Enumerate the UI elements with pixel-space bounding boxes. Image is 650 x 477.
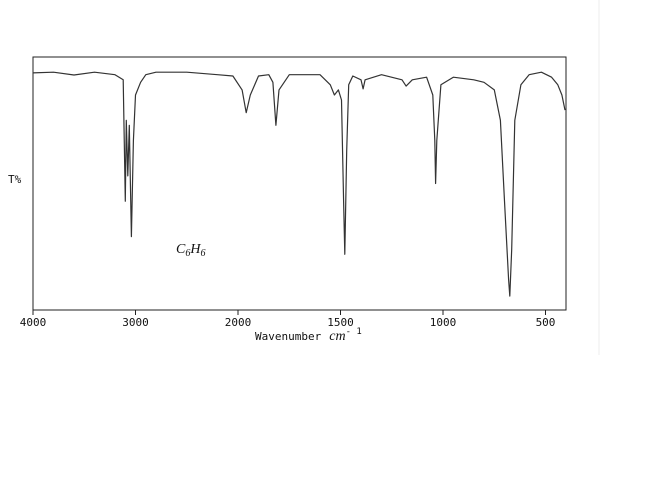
x-tick-label: 3000 [122, 316, 149, 329]
x-unit-exp: - 1 [346, 327, 362, 337]
y-axis-label: T% [8, 173, 22, 186]
x-tick-label: 1000 [430, 316, 457, 329]
annotation: C6H6 [176, 242, 205, 259]
annotation-part: H [189, 242, 201, 257]
x-tick-label: 1500 [327, 316, 354, 329]
x-tick-label: 2000 [225, 316, 252, 329]
x-tick-label: 4000 [20, 316, 47, 329]
spectrum-line [32, 71, 566, 297]
x-label-text: Wavenumber [255, 330, 322, 343]
plot-frame [32, 56, 567, 311]
x-axis-label: Wavenumber cm- 1 [255, 327, 362, 345]
x-tick-label: 500 [536, 316, 556, 329]
annotation-part: 6 [200, 248, 205, 259]
annotation-part: C [176, 242, 186, 257]
x-unit: cm [329, 329, 345, 344]
annotation-part: 6 [185, 248, 190, 259]
